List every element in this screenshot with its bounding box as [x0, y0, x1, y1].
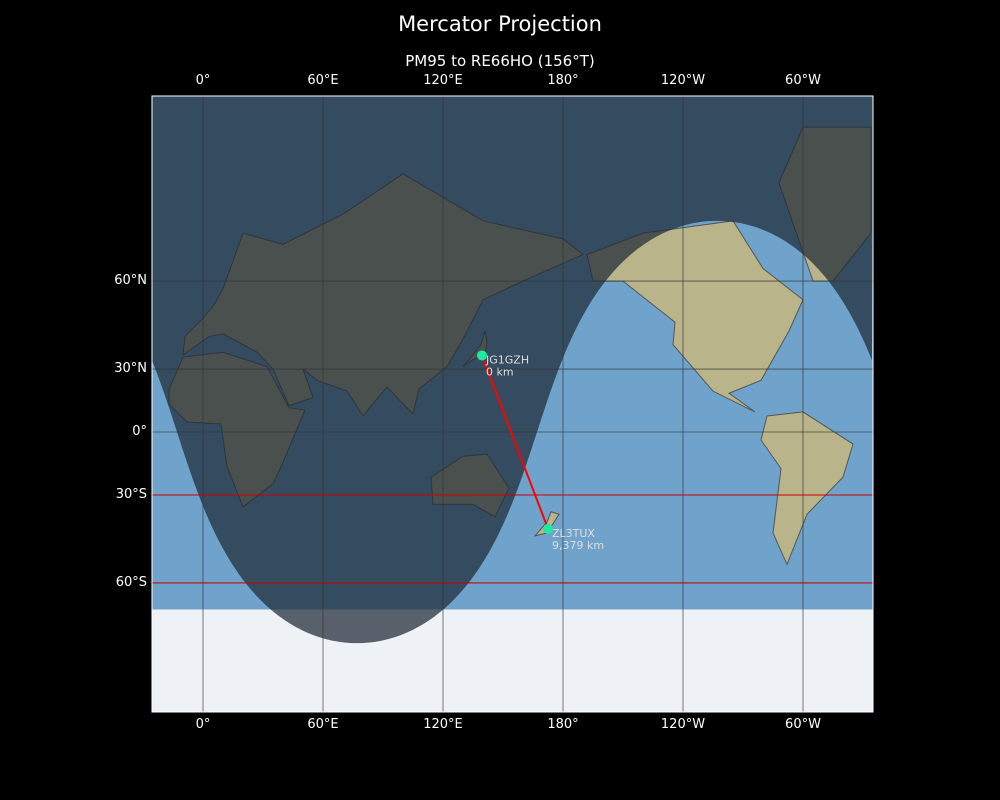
station-call-label: ZL3TUX: [552, 527, 595, 540]
map-subtitle: PM95 to RE66HO (156°T): [405, 52, 595, 70]
station-marker: [543, 523, 553, 534]
lat-tick: 60°S: [115, 574, 147, 590]
lon-tick-top: 60°W: [785, 73, 821, 88]
station-call-label: JG1GZH: [485, 353, 529, 366]
lat-tick: 0°: [132, 424, 147, 439]
station-marker: [477, 350, 487, 361]
lon-tick-bottom: 0°: [195, 717, 211, 732]
land-antarctica: [152, 609, 873, 712]
great-circle-path: [481, 355, 549, 530]
lat-tick: 60°N: [114, 273, 147, 289]
lon-tick-top: 180°: [547, 73, 579, 88]
station-distance-label: 0 km: [486, 365, 514, 378]
lon-tick-bottom: 180°: [547, 717, 579, 732]
land-namerica: [586, 220, 804, 413]
night-shading: [152, 96, 873, 644]
lon-tick-top: 120°E: [423, 73, 463, 88]
lon-tick-bottom: 60°W: [785, 717, 821, 732]
land-samerica: [760, 411, 854, 566]
lon-tick-bottom: 120°W: [660, 717, 706, 732]
lon-tick-top: 120°W: [660, 73, 706, 88]
station-distance-label: 9,379 km: [552, 539, 604, 552]
lat-tick: 30°N: [114, 361, 147, 377]
lat-tick: 30°S: [115, 486, 147, 502]
lon-tick-top: 60°E: [307, 73, 339, 88]
lon-tick-bottom: 120°E: [423, 717, 463, 732]
lon-tick-top: 0°: [195, 73, 211, 88]
map-frame: [151, 95, 874, 713]
map-title: Mercator Projection: [398, 12, 602, 36]
lon-tick-bottom: 60°E: [307, 717, 339, 732]
